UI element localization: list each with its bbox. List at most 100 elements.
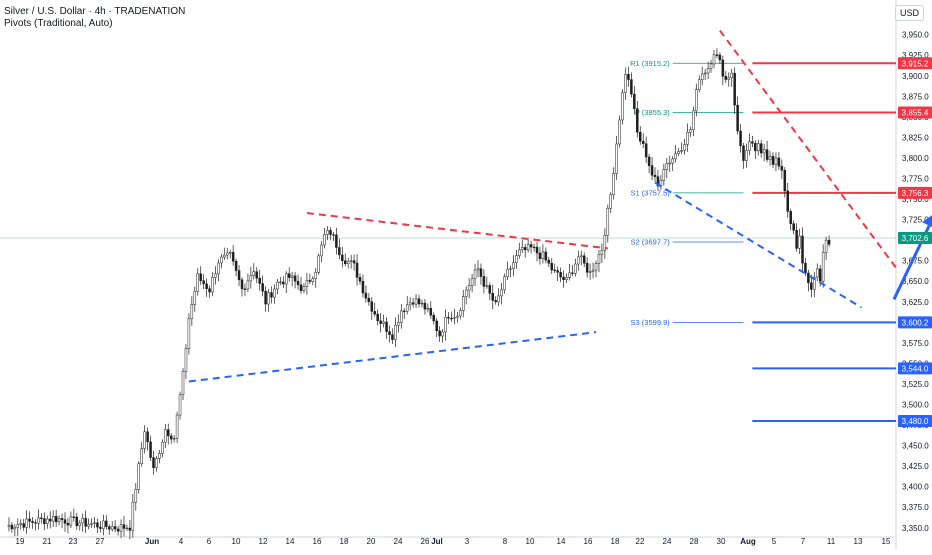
y-tick-label: 3,400.0	[902, 483, 929, 492]
candle-body	[627, 74, 630, 80]
candle-body	[456, 315, 459, 318]
x-tick-label: 26	[421, 537, 430, 546]
candle-body	[13, 526, 17, 530]
candle-body	[40, 517, 43, 519]
candle-body	[208, 288, 211, 293]
candle-body	[423, 302, 427, 310]
candle-body	[31, 521, 34, 523]
candle-body	[591, 269, 595, 272]
candle-body	[131, 501, 135, 531]
candle-body	[314, 272, 317, 279]
x-tick-label: 14	[286, 537, 295, 546]
candle-body	[523, 247, 527, 251]
currency-label[interactable]: USD	[894, 5, 924, 21]
candle-body	[397, 322, 400, 326]
candle-body	[700, 73, 704, 80]
candle-body	[400, 310, 403, 323]
candle-body	[352, 260, 356, 264]
x-tick-label: 16	[584, 537, 593, 546]
candle-body	[243, 288, 247, 290]
candle-body	[432, 314, 435, 322]
candle-body	[75, 516, 79, 527]
candle-body	[453, 316, 456, 319]
candle-body	[765, 149, 769, 160]
candle-body	[276, 281, 279, 290]
candle-body	[240, 279, 244, 290]
candle-body	[777, 157, 781, 167]
candle-body	[273, 288, 276, 298]
candle-body	[677, 151, 680, 154]
candle-body	[293, 275, 297, 282]
x-tick-label: 10	[232, 537, 241, 546]
candle-body	[783, 170, 787, 192]
candle-body	[46, 518, 49, 524]
candle-body	[476, 268, 480, 271]
candle-body	[373, 311, 376, 315]
candle-body	[385, 321, 388, 332]
x-tick-label: 27	[96, 537, 105, 546]
y-tick-label: 3,425.0	[902, 462, 929, 471]
candle-body	[255, 271, 258, 279]
candle-body	[759, 143, 763, 154]
candle-body	[411, 302, 415, 305]
price-tag-label: 3,544.0	[902, 364, 929, 373]
candle-body	[299, 284, 303, 291]
y-tick-label: 3,375.0	[902, 503, 929, 512]
candle-body	[450, 317, 453, 320]
x-tick-label: 7	[801, 537, 806, 546]
candle-body	[84, 518, 87, 527]
candle-body	[473, 269, 477, 280]
chart-title: Silver / U.S. Dollar · 4h · TRADENATION	[4, 6, 186, 17]
y-tick-label: 3,750.0	[902, 195, 929, 204]
candle-body	[175, 414, 179, 439]
candle-body	[223, 254, 226, 258]
candle-body	[467, 285, 471, 291]
candle-body	[25, 518, 28, 528]
candle-body	[647, 156, 651, 166]
candle-body	[485, 285, 489, 287]
candle-body	[164, 429, 167, 443]
candle-body	[403, 310, 406, 312]
candle-body	[792, 223, 795, 231]
candle-body	[818, 268, 822, 282]
indicator-name: Pivots (Traditional, Auto)	[4, 18, 113, 29]
pivot-label: S2 (3697.7)	[631, 238, 671, 247]
price-tag-bg	[898, 106, 932, 119]
candle-body	[332, 234, 335, 236]
x-tick-label: 13	[854, 537, 863, 546]
candle-body	[408, 302, 412, 306]
candle-body	[577, 256, 580, 265]
candle-body	[703, 72, 707, 75]
x-tick-label: 10	[526, 537, 535, 546]
candle-body	[639, 132, 642, 142]
candle-body	[571, 272, 574, 274]
candle-body	[205, 283, 208, 289]
y-tick-label: 3,775.0	[902, 174, 929, 183]
candle-body	[161, 441, 164, 454]
y-tick-label: 3,675.0	[902, 257, 929, 266]
x-tick-label: 21	[43, 537, 52, 546]
candle-body	[282, 281, 285, 285]
y-tick-label: 3,350.0	[902, 524, 929, 533]
candle-body	[193, 291, 197, 305]
candle-body	[774, 157, 778, 165]
x-tick-label: 20	[367, 537, 376, 546]
candle-body	[768, 156, 772, 160]
candle-body	[51, 515, 55, 522]
candle-body	[512, 262, 515, 269]
candle-body	[137, 463, 140, 490]
candle-body	[650, 165, 654, 176]
candle-body	[270, 292, 273, 298]
candle-body	[582, 255, 586, 264]
candle-body	[618, 119, 621, 145]
x-tick-label: 14	[557, 537, 566, 546]
candle-body	[653, 174, 657, 177]
pivot-label: P (3855.3)	[635, 108, 670, 117]
candle-body	[535, 246, 539, 254]
candle-body	[196, 273, 199, 292]
candle-body	[692, 110, 695, 130]
candle-body	[252, 271, 256, 276]
x-tick-label: 8	[503, 537, 508, 546]
